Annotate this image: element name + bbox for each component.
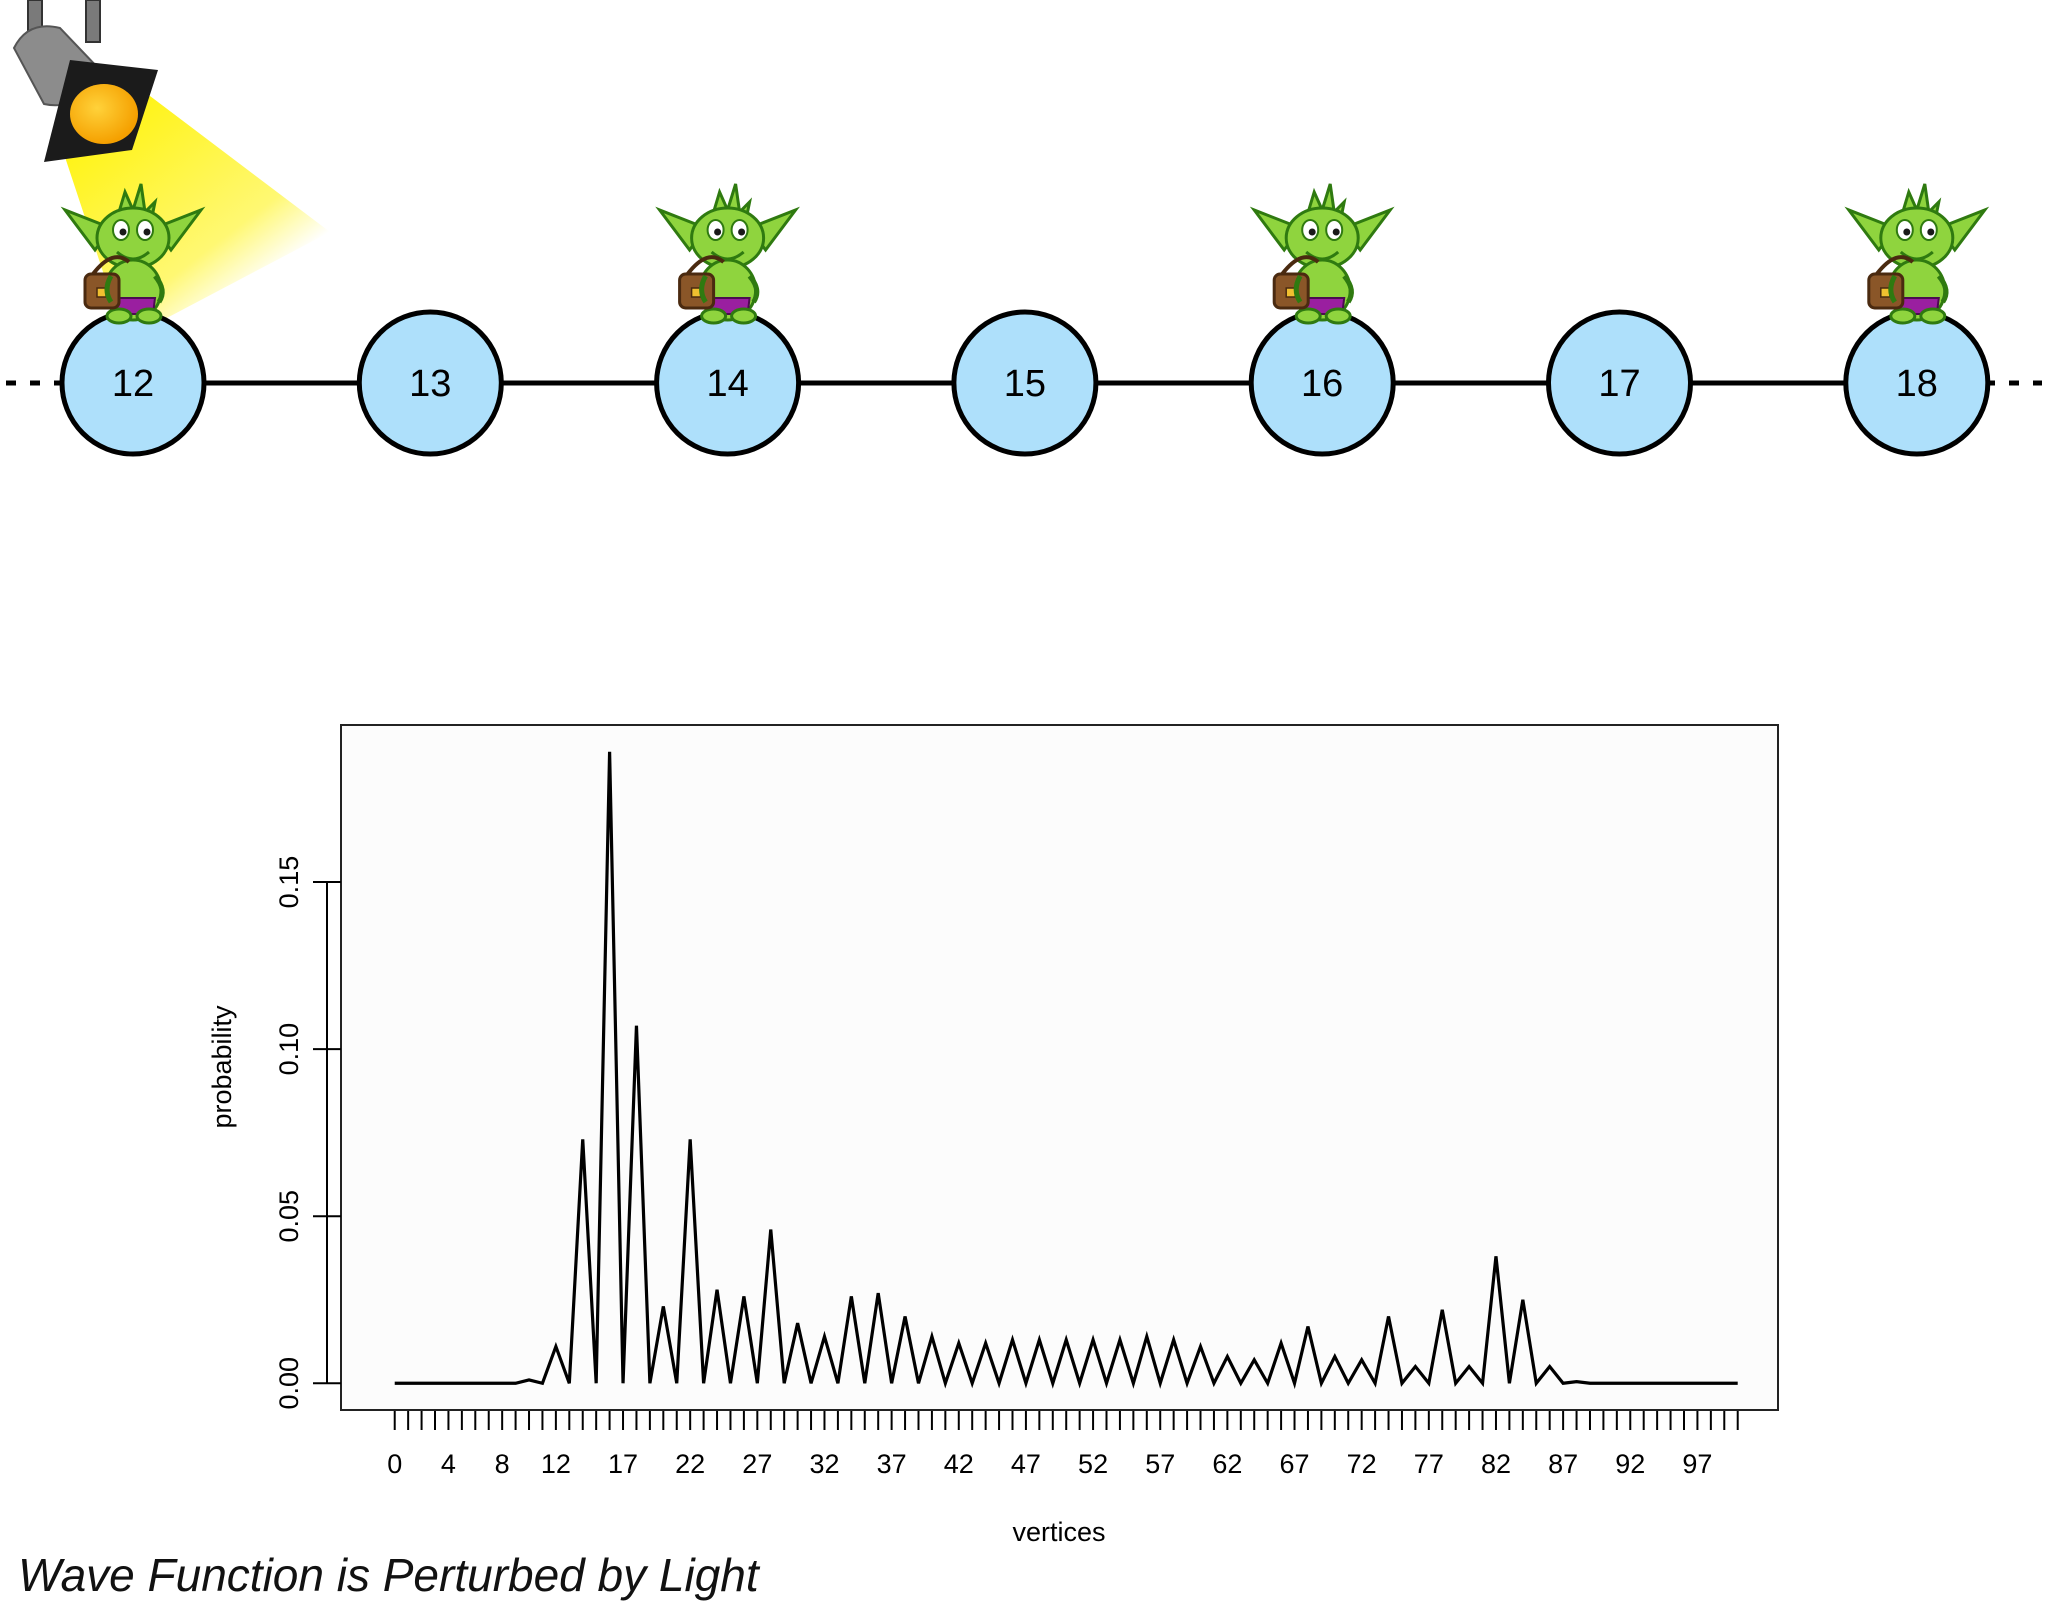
vertex-label: 18 [1896, 363, 1938, 405]
vertex-label: 13 [409, 363, 451, 405]
y-axis: 0.00 0.05 0.10 0.15 [274, 856, 341, 1410]
y-tick-label: 0.10 [274, 1023, 304, 1076]
vertex-13: 13 [356, 309, 504, 457]
vertex-label: 15 [1004, 363, 1046, 405]
vertex-node [1546, 309, 1693, 457]
goblin-icon [1254, 184, 1390, 323]
x-tick-label: 57 [1145, 1449, 1175, 1479]
vertex-label: 17 [1598, 363, 1640, 405]
x-tick-label: 72 [1347, 1449, 1377, 1479]
vertex-12: 12 [59, 309, 207, 457]
probability-chart: 0.00 0.05 0.10 0.15 0 4 8 12 17 22 27 32 37 42 47 52 57… [207, 724, 1779, 1547]
figure-caption: Wave Function is Perturbed by Light [18, 1549, 759, 1601]
x-tick-label: 82 [1481, 1449, 1511, 1479]
x-tick-label: 32 [809, 1449, 839, 1479]
y-axis-label: probability [207, 1005, 237, 1129]
goblin-icon [660, 184, 796, 323]
vertex-16: 16 [1248, 309, 1396, 457]
vertex-label: 12 [112, 363, 154, 405]
x-tick-label: 12 [541, 1449, 571, 1479]
y-tick-label: 0.05 [274, 1190, 304, 1243]
x-tick-label: 62 [1212, 1449, 1242, 1479]
y-tick-label: 0.15 [274, 856, 304, 909]
vertex-label: 16 [1301, 363, 1343, 405]
x-tick-label: 8 [495, 1449, 510, 1479]
x-tick-label: 67 [1279, 1449, 1309, 1479]
x-tick-label: 87 [1548, 1449, 1578, 1479]
x-tick-label: 27 [742, 1449, 772, 1479]
x-tick-label: 92 [1615, 1449, 1645, 1479]
vertex-14: 14 [654, 309, 802, 457]
vertex-node [356, 309, 504, 457]
vertex-17: 17 [1546, 309, 1693, 457]
x-tick-label: 47 [1011, 1449, 1041, 1479]
vertex-15: 15 [951, 309, 1099, 457]
x-tick-label: 77 [1414, 1449, 1444, 1479]
x-tick-label: 4 [441, 1449, 456, 1479]
x-tick-label: 0 [387, 1449, 402, 1479]
vertex-node [951, 309, 1099, 457]
x-tick-label: 52 [1078, 1449, 1108, 1479]
vertex-graph: 12 13 14 15 16 17 18 [6, 96, 2042, 457]
x-tick-label: 17 [608, 1449, 638, 1479]
y-tick-label: 0.00 [274, 1357, 304, 1410]
plot-frame [340, 724, 1779, 1411]
vertex-18: 18 [1843, 309, 1991, 457]
x-axis: 0 4 8 12 17 22 27 32 37 42 47 52 57 62 67 72 77 82 87 92 97 [387, 1411, 1739, 1479]
x-tick-label: 22 [675, 1449, 705, 1479]
x-tick-label: 42 [944, 1449, 974, 1479]
x-tick-label: 37 [877, 1449, 907, 1479]
goblin-icon [1849, 184, 1985, 323]
x-axis-label: vertices [1012, 1517, 1105, 1547]
x-tick-label: 97 [1682, 1449, 1712, 1479]
series-line-probability [394, 751, 1738, 1390]
spotlight-icon [12, 0, 158, 162]
vertex-label: 14 [706, 363, 748, 405]
